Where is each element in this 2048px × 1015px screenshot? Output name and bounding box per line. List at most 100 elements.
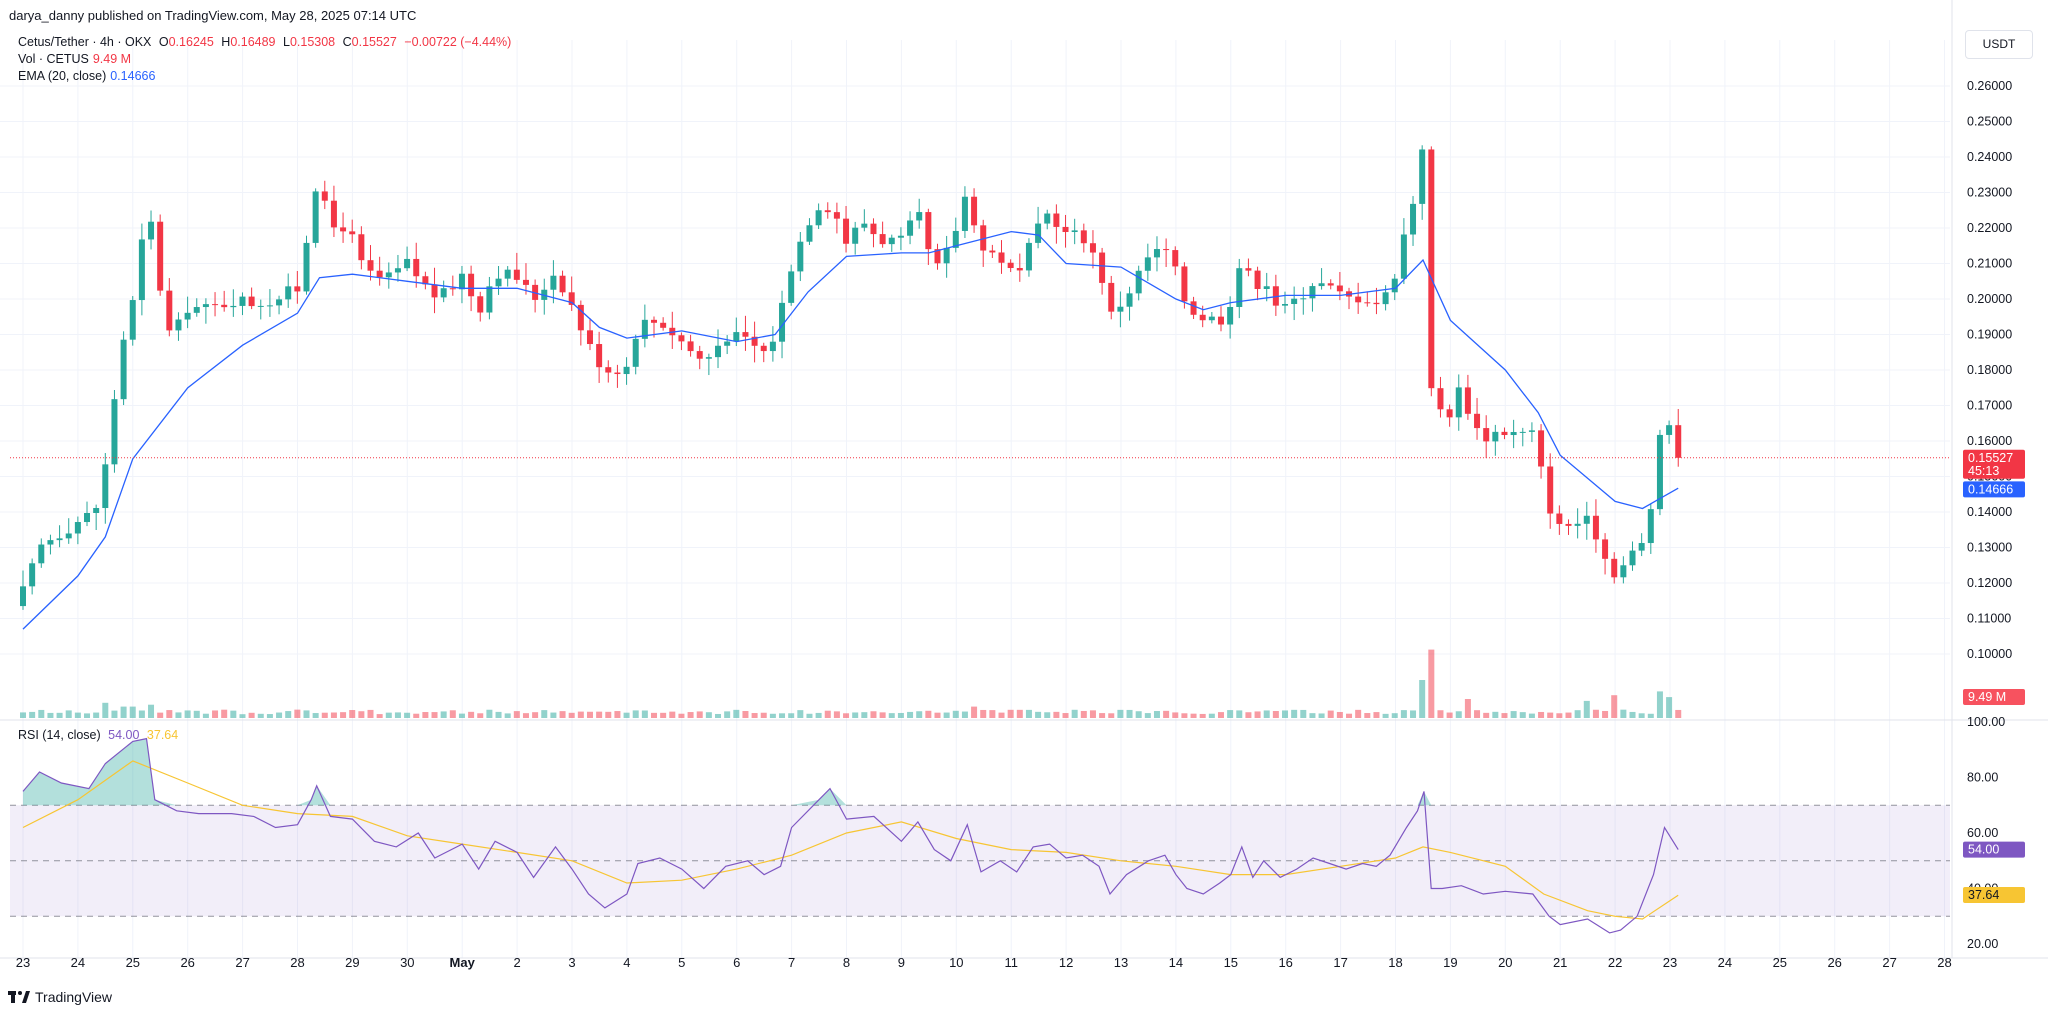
candle-body — [861, 223, 868, 228]
volume-bar — [468, 711, 475, 718]
candle-body — [870, 223, 877, 235]
volume-bar — [1318, 713, 1325, 718]
volume-bar — [1080, 710, 1087, 718]
candle-body — [1217, 316, 1224, 325]
price-tick-label: 0.17000 — [1967, 399, 2012, 413]
volume-bar — [276, 712, 283, 718]
chart-legend: Cetus/Tether · 4h · OKX O0.16245 H0.1648… — [18, 34, 511, 85]
volume-bar — [285, 711, 292, 718]
price-axis[interactable]: 0.26000 0.25000 0.24000 0.23000 0.22000 0.210… — [1967, 79, 2012, 661]
volume-bar — [989, 710, 996, 718]
last-price-badge-text: 0.15527 — [1968, 451, 2013, 465]
candle-body — [175, 319, 182, 331]
ema-value: 0.14666 — [110, 69, 156, 83]
rsi-value: 54.00 — [108, 728, 140, 742]
candle-body — [998, 252, 1005, 263]
candle-body — [1135, 270, 1142, 294]
volume-bar — [1336, 711, 1343, 718]
candle-body — [20, 586, 26, 607]
ohlc-row: Cetus/Tether · 4h · OKX O0.16245 H0.1648… — [18, 34, 511, 51]
volume-bar — [340, 712, 347, 718]
volume-bar — [1217, 712, 1224, 718]
candle-body — [422, 276, 429, 285]
rsi-ma-path — [22, 760, 1679, 920]
time-tick-label: 16 — [1278, 955, 1292, 970]
time-tick-label: 30 — [400, 955, 414, 970]
candle-body — [1236, 268, 1243, 307]
candle-body — [1620, 565, 1627, 578]
volume-bar — [65, 710, 72, 718]
rsi-ma-value: 37.64 — [146, 728, 179, 742]
price-tick-label: 0.12000 — [1967, 576, 2012, 590]
currency-button[interactable]: USDT — [1965, 30, 2033, 59]
candle-body — [294, 286, 301, 292]
candle-body — [1089, 243, 1096, 253]
candle-body — [1364, 302, 1371, 304]
volume-bar — [1035, 711, 1042, 718]
candle-body — [1382, 292, 1389, 305]
volume-bar — [568, 712, 575, 718]
candle-body — [340, 227, 347, 232]
footer-brand[interactable]: TradingView — [8, 989, 112, 1005]
volume-bar — [1245, 712, 1252, 718]
volume-bar — [47, 712, 54, 718]
candle-body — [1455, 387, 1462, 418]
volume-bar — [577, 711, 584, 718]
volume-bar — [559, 711, 566, 718]
volume-label[interactable]: Vol · CETUS — [18, 52, 89, 66]
candle-body — [202, 304, 209, 308]
volume-bar — [1346, 713, 1353, 718]
candle-body — [495, 278, 502, 287]
candle-body — [1291, 298, 1298, 305]
time-tick-label: 10 — [949, 955, 963, 970]
time-tick-label: 18 — [1388, 955, 1402, 970]
candle-body — [1190, 301, 1197, 315]
volume-bar — [440, 711, 447, 718]
candle-body — [111, 399, 118, 465]
volume-bar — [961, 711, 968, 718]
candle-body — [1327, 283, 1334, 286]
time-tick-label: 6 — [733, 955, 740, 970]
volume-bar — [1492, 711, 1499, 718]
volume-bar — [1071, 709, 1078, 718]
volume-bar — [1227, 710, 1234, 718]
candle-body — [1099, 252, 1106, 283]
volume-bar — [769, 713, 776, 718]
candle-body — [1016, 268, 1023, 271]
candle-body — [1373, 302, 1380, 305]
volume-bar — [257, 713, 264, 718]
time-tick-label: 21 — [1553, 955, 1567, 970]
low-value: 0.15308 — [289, 35, 336, 49]
volume-bar — [1675, 709, 1682, 718]
candle-body — [1510, 432, 1517, 436]
volume-row: Vol · CETUS 9.49 M — [18, 51, 511, 68]
volume-bar — [102, 702, 109, 718]
volume-bar — [852, 712, 859, 718]
candle-body — [404, 258, 411, 269]
volume-bar — [1464, 699, 1471, 718]
volume-bar — [861, 712, 868, 718]
candle-body — [559, 275, 566, 293]
candle-body — [1272, 286, 1279, 306]
rsi-label[interactable]: RSI (14, close) — [18, 728, 101, 742]
volume-bar — [998, 712, 1005, 718]
volume-bar — [614, 711, 621, 718]
volume-bar — [751, 713, 758, 718]
candle-body — [971, 196, 978, 226]
volume-bar — [1181, 713, 1188, 718]
volume-bar — [733, 709, 740, 718]
volume-bar — [358, 711, 365, 718]
volume-bar — [166, 710, 173, 718]
volume-bar — [1282, 710, 1289, 718]
time-axis[interactable]: 23 24 25 26 27 28 29 30 May 2 3 4 5 6 7 8 9 10 11 12 13 14 15 1… — [16, 955, 1952, 970]
symbol-title[interactable]: Cetus/Tether · 4h · OKX — [18, 35, 152, 49]
volume-bar — [1629, 711, 1636, 718]
price-tick-label: 0.23000 — [1967, 186, 2012, 200]
ema-label[interactable]: EMA (20, close) — [18, 69, 107, 83]
candle-body — [47, 540, 54, 545]
price-tick-label: 0.22000 — [1967, 221, 2012, 235]
candle-body — [276, 299, 283, 306]
candle-body — [1254, 270, 1261, 289]
